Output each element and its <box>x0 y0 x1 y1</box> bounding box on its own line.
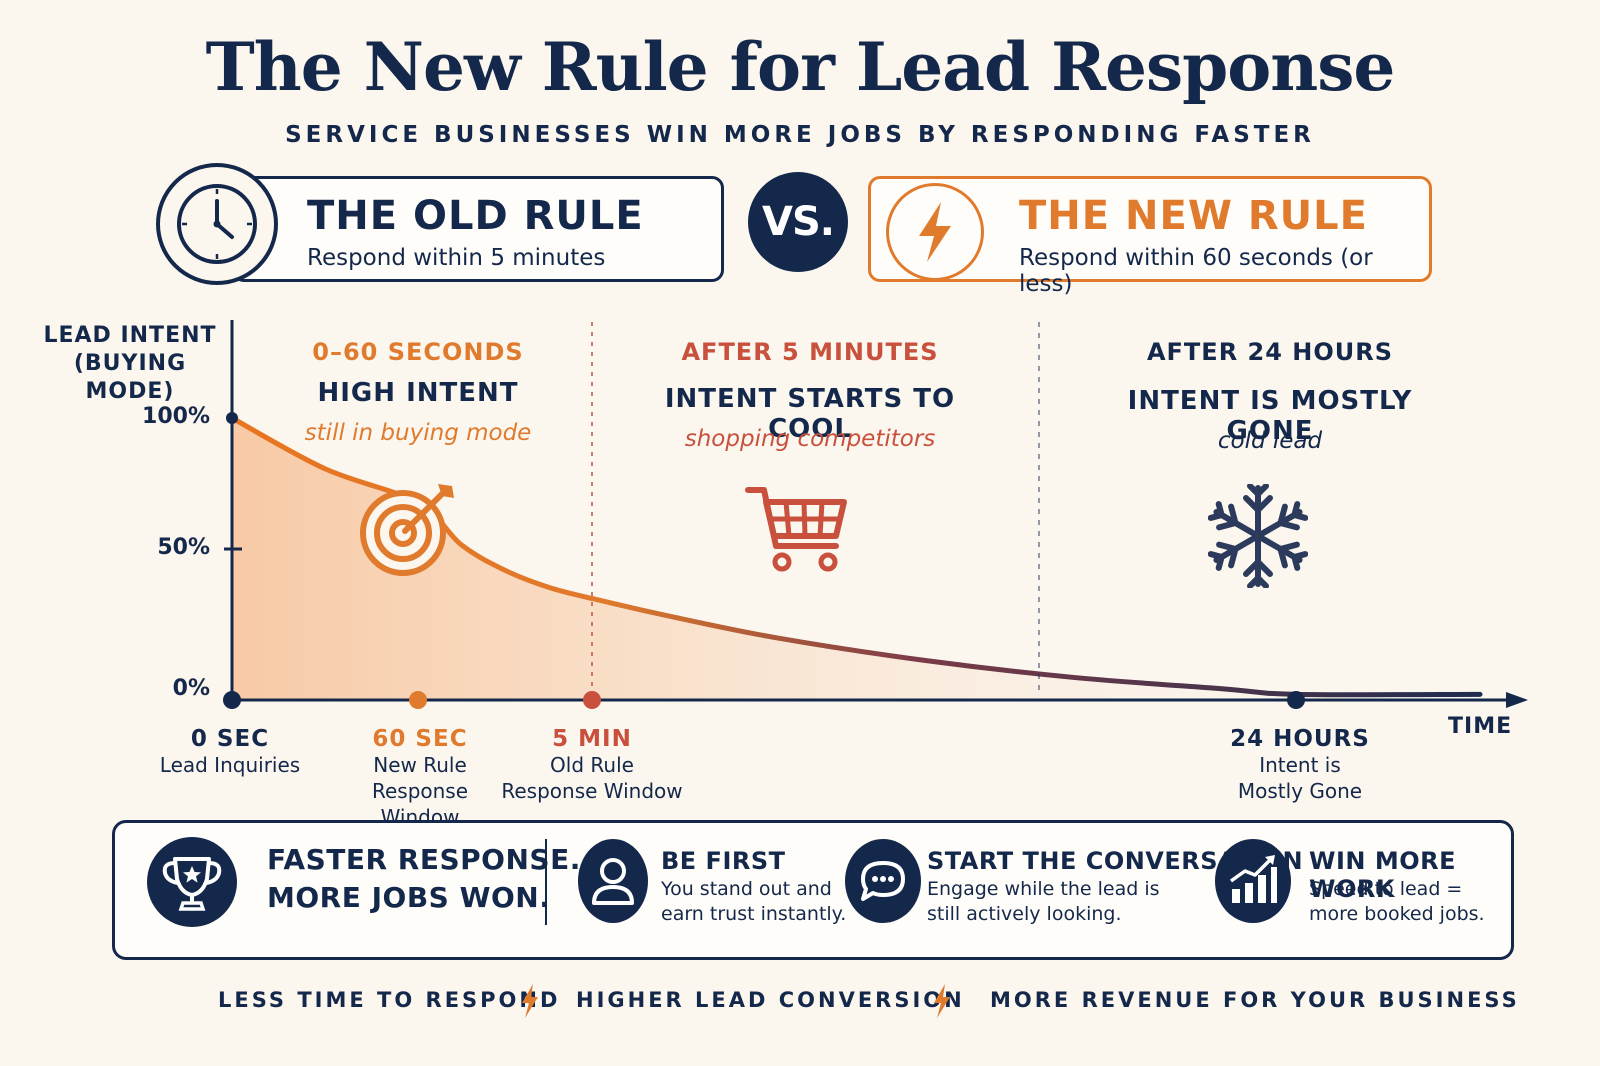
y-axis-title-line2: (BUYING MODE) <box>73 351 187 404</box>
page-subtitle: SERVICE BUSINESSES WIN MORE JOBS BY RESP… <box>285 122 1315 148</box>
footer-item-1: LESS TIME TO RESPOND <box>218 988 561 1012</box>
x-tick-sub: New Rule <box>373 753 467 777</box>
x-tick-sub: Old Rule <box>550 753 634 777</box>
trophy-icon <box>147 837 237 927</box>
benefit-1-heading: BE FIRST <box>661 847 786 875</box>
footer-item-3: MORE REVENUE FOR YOUR BUSINESS <box>990 988 1520 1012</box>
lightning-icon <box>886 183 984 281</box>
benefits-panel: FASTER RESPONSE. MORE JOBS WON. BE FIRST… <box>112 820 1514 960</box>
slogan: FASTER RESPONSE. MORE JOBS WON. <box>267 841 581 917</box>
benefit-2-line1: Engage while the lead is <box>927 878 1160 900</box>
benefit-3-line1: Speed to lead = <box>1309 878 1463 900</box>
lightning-icon <box>520 984 540 1018</box>
phase-1-heading: 0–60 SECONDS <box>312 338 524 366</box>
phase-3-status: INTENT IS MOSTLY GONE <box>1127 386 1413 446</box>
clock-icon <box>156 163 278 285</box>
phase-2-status: INTENT STARTS TO COOL <box>664 384 956 444</box>
benefit-2-text: Engage while the lead is still actively … <box>927 877 1160 927</box>
y-start-point <box>226 412 238 424</box>
page-title: The New Rule for Lead Response <box>205 28 1396 106</box>
x-tick-label: 60 SEC <box>372 726 468 752</box>
target-icon <box>356 478 466 578</box>
benefit-2-line2: still actively looking. <box>927 903 1122 925</box>
benefit-3-line2: more booked jobs. <box>1309 903 1485 925</box>
phase-1-note: still in buying mode <box>304 420 532 446</box>
phase-2-note: shopping competitors <box>684 426 936 452</box>
benefit-1-line1: You stand out and <box>661 878 832 900</box>
phase-1-status: HIGH INTENT <box>317 378 519 408</box>
benefit-1-text: You stand out and earn trust instantly. <box>661 877 846 927</box>
x-tick-label: 5 MIN <box>552 726 632 752</box>
phase-3-heading: AFTER 24 HOURS <box>1146 338 1394 366</box>
y-tick-label-100: 100% <box>142 404 210 429</box>
growth-chart-icon <box>1215 839 1291 923</box>
y-tick-label-50: 50% <box>157 535 210 560</box>
x-tick-dot <box>223 691 241 709</box>
old-rule-text: Respond within 5 minutes <box>307 245 606 271</box>
lightning-icon <box>932 984 952 1018</box>
benefit-3-text: Speed to lead = more booked jobs. <box>1309 877 1485 927</box>
user-icon <box>578 839 648 923</box>
x-tick-0-sec: 0 SEC Lead Inquiries <box>150 726 310 778</box>
chat-bubble-icon <box>845 839 921 923</box>
old-rule-heading: THE OLD RULE <box>307 193 644 239</box>
x-axis-arrow <box>1506 692 1528 708</box>
divider <box>545 839 547 925</box>
x-tick-dot <box>583 691 601 709</box>
benefit-1-line2: earn trust instantly. <box>661 903 847 925</box>
y-axis-title: LEAD INTENT (BUYING MODE) <box>40 322 220 406</box>
shopping-cart-icon <box>744 480 854 580</box>
slogan-line1: FASTER RESPONSE. <box>267 843 581 876</box>
x-tick-dot <box>1287 691 1305 709</box>
phase-2-heading: AFTER 5 MINUTES <box>681 338 939 366</box>
old-rule-card: THE OLD RULE Respond within 5 minutes <box>232 176 724 282</box>
new-rule-heading: THE NEW RULE <box>1019 193 1368 239</box>
slogan-line2: MORE JOBS WON. <box>267 881 551 914</box>
snowflake-icon <box>1208 483 1308 588</box>
benefit-3-heading: WIN MORE WORK <box>1309 847 1457 903</box>
x-axis-title: TIME <box>1448 714 1513 739</box>
new-rule-text: Respond within 60 seconds (or less) <box>1019 245 1373 297</box>
x-tick-5-min: 5 MIN Old Rule Response Window <box>500 726 684 804</box>
x-tick-sub: Mostly Gone <box>1237 779 1363 803</box>
x-tick-sub: Lead Inquiries <box>159 753 301 777</box>
vs-badge: VS. <box>748 172 848 272</box>
x-tick-sub: Response Window <box>501 779 683 803</box>
y-tick-label-0: 0% <box>172 676 210 701</box>
x-tick-24-hours: 24 HOURS Intent is Mostly Gone <box>1200 726 1400 804</box>
x-tick-label: 24 HOURS <box>1230 726 1370 752</box>
x-tick-60-sec: 60 SEC New Rule Response Window <box>330 726 510 830</box>
x-tick-label: 0 SEC <box>190 726 270 752</box>
intent-area <box>232 418 1480 700</box>
footer-item-2: HIGHER LEAD CONVERSION <box>576 988 965 1012</box>
x-tick-dot <box>409 691 427 709</box>
phase-3-note: cold lead <box>1217 428 1323 454</box>
x-tick-sub: Intent is <box>1259 753 1341 777</box>
y-axis-title-line1: LEAD INTENT <box>43 323 217 348</box>
